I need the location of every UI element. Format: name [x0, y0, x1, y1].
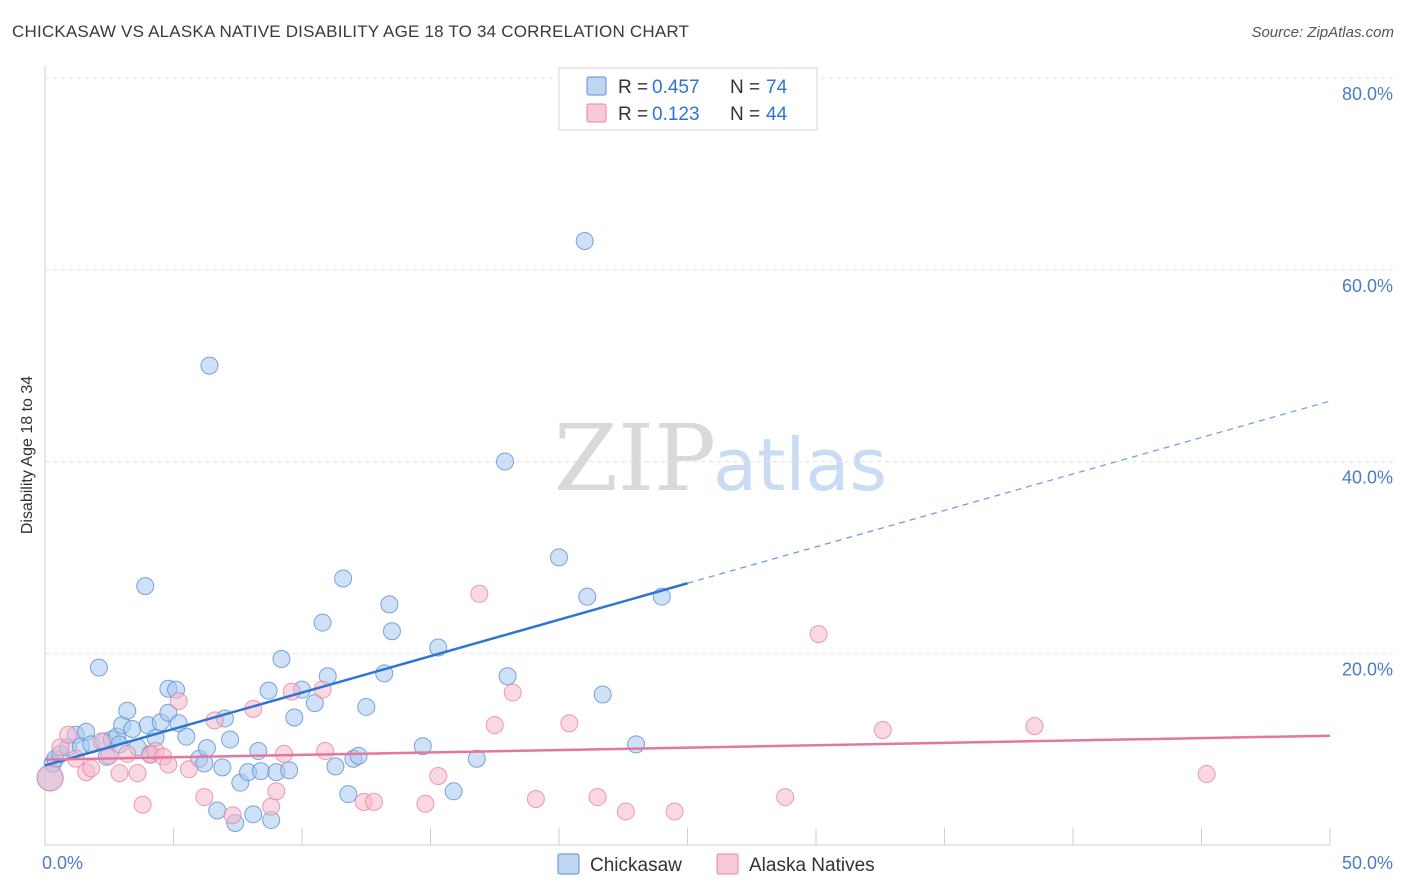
chickasaw-trend-extension [687, 400, 1331, 584]
alaska-native-point [159, 755, 178, 774]
legend-alaska-natives-swatch [716, 853, 739, 875]
chickasaw-stats-swatch [586, 76, 607, 96]
watermark-atlas: atlas [713, 423, 887, 507]
chickasaw-point [244, 805, 263, 824]
chickasaw-point [413, 737, 432, 756]
alaska-native-point [169, 692, 188, 711]
chickasaw-point [593, 685, 612, 704]
chickasaw-point [208, 801, 227, 820]
legend-chickasaw-label: Chickasaw [590, 855, 682, 876]
alaska-native-point [1025, 717, 1044, 736]
chickasaw-point [467, 749, 486, 768]
alaska-native-point [485, 716, 504, 735]
chickasaw-trend-line [44, 582, 688, 767]
y-tick-label: 60.0% [1342, 276, 1393, 296]
chickasaw-point [498, 667, 517, 686]
alaska-native-point [223, 806, 242, 825]
legend-chickasaw-swatch [557, 853, 580, 875]
chickasaw-point [213, 758, 232, 777]
n-value: 44 [766, 104, 788, 125]
alaska-native-point [118, 744, 137, 763]
chickasaw-point [627, 735, 646, 754]
alaska-native-point [616, 802, 635, 821]
chickasaw-point [349, 746, 368, 765]
chickasaw-point [136, 577, 155, 596]
chickasaw-point [123, 719, 142, 738]
chickasaw-point [578, 587, 597, 606]
y-tick-label: 80.0% [1342, 84, 1393, 104]
chickasaw-point [357, 697, 376, 716]
alaska-native-point [195, 788, 214, 807]
alaska-native-point [526, 789, 545, 808]
alaska-native-point [364, 792, 383, 811]
r-value: 0.457 [652, 77, 700, 98]
r-label: R = [618, 77, 648, 98]
n-label: N = [730, 77, 760, 98]
r-value: 0.123 [652, 104, 700, 125]
y-tick-label: 40.0% [1342, 468, 1393, 488]
chickasaw-point [313, 613, 332, 632]
chickasaw-point [280, 761, 299, 780]
chickasaw-point [575, 231, 594, 250]
alaska-native-point [809, 625, 828, 644]
n-value: 74 [766, 77, 788, 98]
alaska-native-point [267, 782, 286, 801]
alaska-native-point [179, 760, 198, 779]
source-label: Source: ZipAtlas.com [1251, 24, 1394, 41]
alaska-native-stats-swatch [586, 103, 607, 123]
alaska-native-trend-line [44, 734, 1331, 761]
chickasaw-point [272, 650, 291, 669]
chart-title: CHICKASAW VS ALASKA NATIVE DISABILITY AG… [12, 22, 690, 41]
alaska-native-point [560, 714, 579, 733]
n-label: N = [730, 104, 760, 125]
alaska-native-point [588, 788, 607, 807]
legend-alaska-natives-label: Alaska Natives [749, 855, 875, 876]
alaska-native-point [1197, 765, 1216, 784]
alaska-native-point [133, 795, 152, 814]
alaska-native-point [470, 584, 489, 603]
alaska-native-point [776, 788, 795, 807]
alaska-native-point [36, 764, 64, 792]
alaska-native-point [873, 720, 892, 739]
chickasaw-point [305, 694, 324, 713]
y-tick-label: 20.0% [1342, 659, 1393, 679]
alaska-native-point [59, 725, 78, 744]
chickasaw-point [339, 785, 358, 804]
chickasaw-point [496, 452, 515, 471]
alaska-native-point [416, 794, 435, 813]
chickasaw-point [89, 658, 108, 677]
alaska-native-point [82, 759, 101, 778]
chickasaw-point [200, 356, 219, 375]
chickasaw-point [285, 708, 304, 727]
chickasaw-point [259, 681, 278, 700]
alaska-native-point [128, 764, 147, 783]
alaska-native-point [665, 802, 684, 821]
alaska-native-point [316, 742, 335, 761]
alaska-native-point [429, 766, 448, 785]
chickasaw-point [251, 762, 270, 781]
watermark-zip: ZIP [554, 405, 716, 512]
chickasaw-point [382, 622, 401, 641]
chickasaw-point [380, 595, 399, 614]
alaska-native-point [503, 683, 522, 702]
alaska-native-point [110, 764, 129, 783]
chickasaw-point [197, 739, 216, 758]
chickasaw-point [326, 757, 345, 776]
chickasaw-point [177, 727, 196, 746]
chickasaw-point [550, 548, 568, 567]
chickasaw-point [221, 730, 240, 749]
chickasaw-point [444, 782, 463, 801]
alaska-native-point [262, 797, 281, 816]
chickasaw-point [334, 569, 353, 588]
x-tick-label: 50.0% [1342, 853, 1393, 873]
x-tick-label: 0.0% [42, 853, 83, 873]
chickasaw-point [118, 701, 137, 720]
r-label: R = [618, 104, 648, 125]
